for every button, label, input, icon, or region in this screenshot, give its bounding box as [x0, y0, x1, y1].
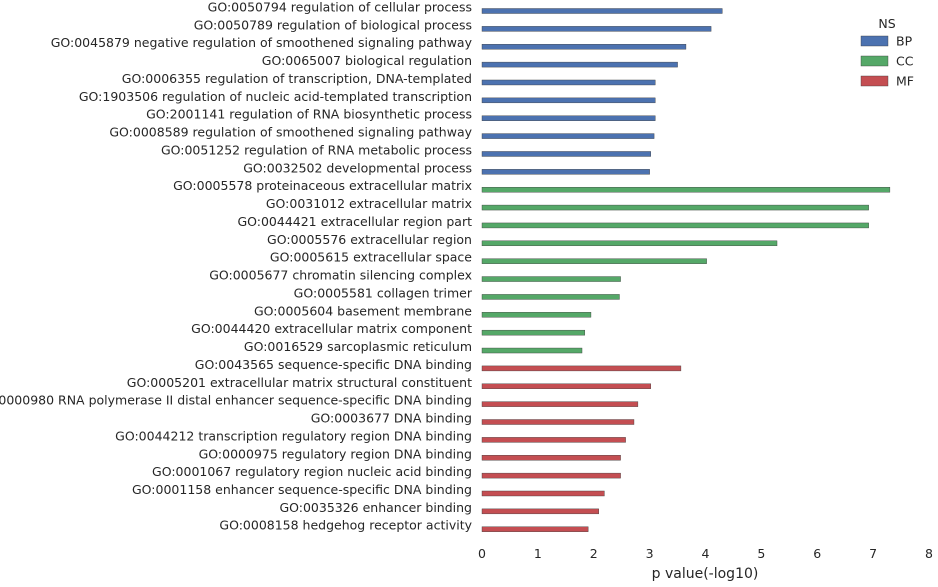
category-label: GO:0016529 sarcoplasmic reticulum — [244, 339, 472, 354]
category-label: GO:0005576 extracellular region — [267, 232, 472, 247]
bar-cc — [481, 347, 583, 354]
category-label: GO:0043565 sequence-specific DNA binding — [195, 357, 472, 372]
legend: NS BP CC MF — [860, 16, 914, 89]
category-label: GO:2001141 regulation of RNA biosyntheti… — [146, 107, 472, 122]
category-label: GO:0005615 extracellular space — [270, 250, 472, 265]
bar-mf — [481, 401, 639, 407]
x-tick-label: 2 — [590, 546, 598, 561]
category-label: GO:0005604 basement membrane — [254, 303, 472, 318]
legend-label-bp: BP — [896, 34, 913, 49]
bar-cc — [481, 276, 621, 282]
legend-label-cc: CC — [896, 54, 914, 69]
bar-bp — [481, 151, 651, 157]
category-label: GO:0051252 regulation of RNA metabolic p… — [161, 142, 472, 157]
bar-mf — [481, 526, 589, 532]
category-label: GO:1903506 regulation of nucleic acid-te… — [79, 89, 472, 104]
category-label: GO:0005677 chromatin silencing complex — [209, 268, 472, 283]
bar-cc — [481, 312, 592, 318]
x-tick-label: 0 — [478, 546, 486, 561]
bar-bp — [481, 61, 678, 68]
category-label: GO:0003677 DNA binding — [311, 411, 472, 426]
category-label: GO:0045879 negative regulation of smooth… — [51, 35, 473, 50]
bar-cc — [481, 329, 586, 336]
bar-mf — [481, 508, 599, 515]
legend-swatch-bp — [860, 35, 889, 47]
category-label: GO:0044212 transcription regulatory regi… — [115, 428, 472, 443]
x-tick-label: 1 — [534, 546, 542, 561]
category-label: GO:0000980 RNA polymerase II distal enha… — [0, 393, 472, 408]
category-label: GO:0050789 regulation of biological proc… — [194, 17, 472, 32]
x-tick-label: 4 — [702, 546, 710, 561]
category-label: GO:0008589 regulation of smoothened sign… — [109, 125, 472, 140]
bar-cc — [481, 240, 778, 247]
x-tick-label: 6 — [813, 546, 821, 561]
category-label: GO:0044420 extracellular matrix componen… — [191, 321, 472, 336]
bar-bp — [481, 97, 656, 104]
bar-mf — [481, 365, 682, 372]
bar-cc — [481, 222, 869, 229]
legend-title: NS — [878, 16, 895, 31]
bars-layer — [481, 8, 891, 532]
category-label: GO:0044421 extracellular region part — [237, 214, 472, 229]
legend-swatch-mf — [860, 75, 889, 87]
bar-mf — [481, 455, 621, 461]
bar-cc — [481, 294, 620, 300]
bar-mf — [481, 383, 651, 389]
bar-mf — [481, 419, 635, 425]
bar-bp — [481, 133, 655, 139]
x-tick-label: 8 — [925, 546, 933, 561]
category-label: GO:0065007 biological regulation — [262, 53, 472, 68]
category-label: GO:0035326 enhancer binding — [279, 500, 472, 515]
category-label: GO:0001158 enhancer sequence-specific DN… — [132, 482, 472, 497]
category-label: GO:0032502 developmental process — [243, 160, 472, 175]
category-label: GO:0001067 regulatory region nucleic aci… — [152, 464, 472, 479]
x-tick-label: 3 — [646, 546, 654, 561]
x-axis-ticks: 0 1 2 3 4 5 6 7 8 — [478, 546, 933, 561]
bar-cc — [481, 186, 891, 193]
bar-bp — [481, 44, 687, 50]
bar-bp — [481, 8, 723, 14]
bar-mf — [481, 472, 621, 479]
bar-bp — [481, 26, 712, 32]
category-label: GO:0031012 extracellular matrix — [266, 196, 472, 211]
x-axis-title: p value(-log10) — [652, 566, 759, 582]
x-tick-label: 5 — [757, 546, 765, 561]
category-labels: GO:0050794 regulation of cellular proces… — [0, 0, 473, 533]
bar-mf — [481, 437, 626, 443]
category-label: GO:0005201 extracellular matrix structur… — [127, 375, 472, 390]
legend-label-mf: MF — [896, 74, 914, 89]
x-tick-label: 7 — [869, 546, 877, 561]
bar-bp — [481, 79, 656, 86]
category-label: GO:0005578 proteinaceous extracellular m… — [173, 178, 472, 193]
legend-swatch-cc — [860, 55, 889, 67]
category-label: GO:0005581 collagen trimer — [294, 285, 473, 300]
bar-mf — [481, 490, 605, 497]
bar-bp — [481, 169, 650, 175]
bar-bp — [481, 115, 656, 121]
category-label: GO:0050794 regulation of cellular proces… — [208, 0, 472, 15]
category-label: GO:0006355 regulation of transcription, … — [122, 71, 472, 86]
bar-cc — [481, 258, 707, 264]
bar-cc — [481, 204, 869, 211]
category-label: GO:0008158 hedgehog receptor activity — [219, 518, 472, 533]
category-label: GO:0000975 regulatory region DNA binding — [199, 446, 472, 461]
